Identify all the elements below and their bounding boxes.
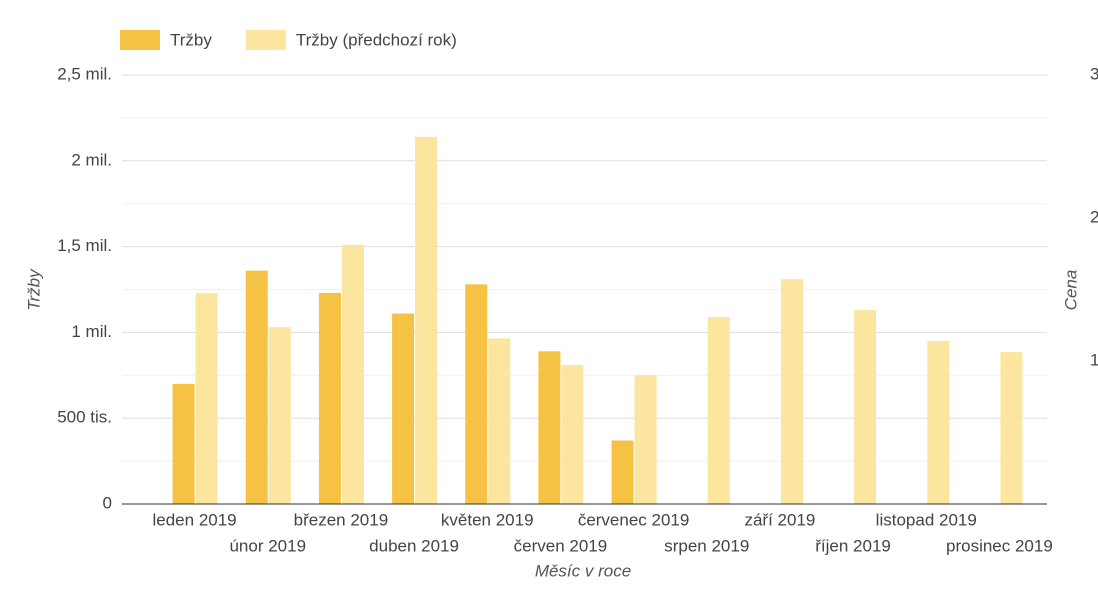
x-tick-label: srpen 2019 <box>664 536 749 555</box>
x-tick-label: září 2019 <box>744 510 815 529</box>
x-tick-label: březen 2019 <box>294 510 389 529</box>
bar <box>392 313 415 504</box>
y-axis-title: Tržby <box>24 268 43 311</box>
legend-swatch <box>245 30 286 50</box>
x-tick-label: červenec 2019 <box>578 510 690 529</box>
bar <box>634 375 657 504</box>
y-tick-label: 2 mil. <box>71 150 112 169</box>
bar <box>172 383 195 504</box>
bar <box>538 351 561 504</box>
x-tick-label: listopad 2019 <box>876 510 977 529</box>
bar <box>318 292 341 504</box>
y2-axis-title: Cena <box>1061 270 1080 311</box>
x-tick-label: červen 2019 <box>514 536 608 555</box>
y2-tick-label: 2 <box>1090 207 1098 226</box>
x-tick-label: říjen 2019 <box>815 536 891 555</box>
bar <box>415 136 438 504</box>
bar <box>195 292 218 504</box>
x-tick-label: únor 2019 <box>229 536 306 555</box>
x-tick-label: leden 2019 <box>153 510 237 529</box>
y-tick-label: 1,5 mil. <box>57 236 112 255</box>
legend-label: Tržby (předchozí rok) <box>296 30 457 49</box>
bar <box>854 310 877 504</box>
y-tick-label: 2,5 mil. <box>57 64 112 83</box>
x-tick-label: květen 2019 <box>441 510 534 529</box>
bar <box>707 316 730 504</box>
bar <box>927 340 950 504</box>
y2-tick-label: 3 <box>1090 64 1098 83</box>
y-tick-label: 1 mil. <box>71 322 112 341</box>
y2-tick-label: 1 <box>1090 350 1098 369</box>
bar <box>611 440 634 504</box>
bar <box>465 284 488 504</box>
y-tick-label: 0 <box>103 493 112 512</box>
bar <box>488 338 511 504</box>
bar <box>561 365 584 504</box>
y-tick-label: 500 tis. <box>57 408 112 427</box>
bar <box>341 244 364 504</box>
bar <box>780 279 803 504</box>
x-axis-title: Měsíc v roce <box>535 561 631 580</box>
bar <box>1000 352 1023 504</box>
x-tick-label: duben 2019 <box>369 536 459 555</box>
legend-label: Tržby <box>170 30 212 49</box>
bar <box>268 327 291 504</box>
x-tick-label: prosinec 2019 <box>946 536 1053 555</box>
bar <box>245 270 268 504</box>
legend-swatch <box>120 30 160 50</box>
